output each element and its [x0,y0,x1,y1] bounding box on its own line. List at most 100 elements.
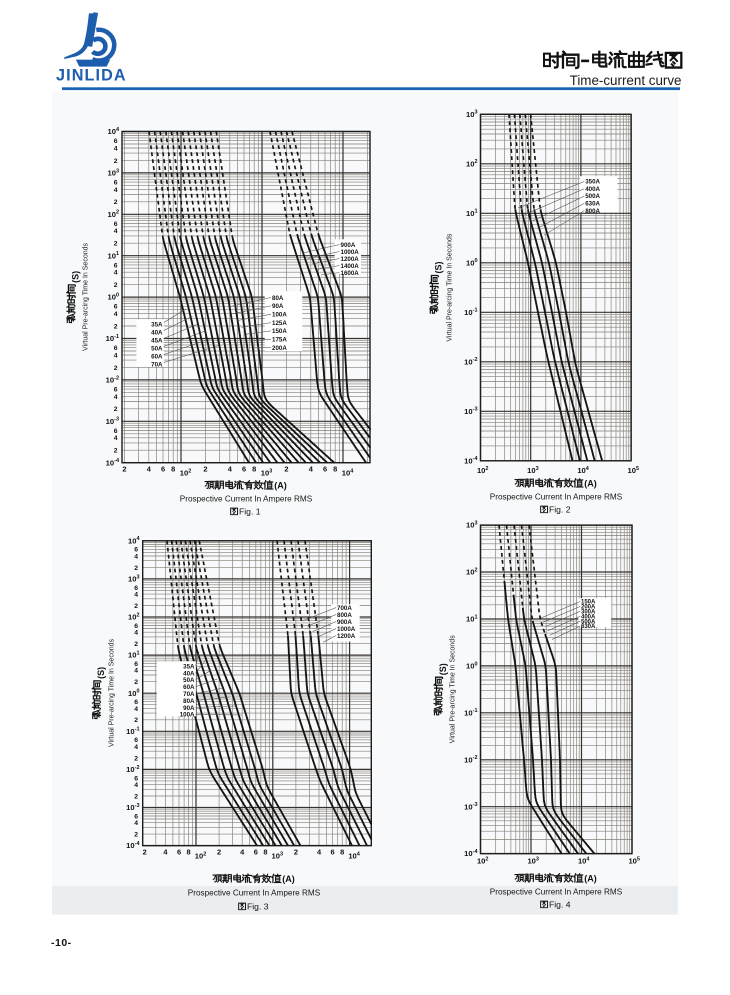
svg-text:2: 2 [114,199,118,206]
svg-text:4: 4 [114,187,118,194]
svg-text:800A: 800A [337,612,352,619]
svg-text:6: 6 [114,387,118,394]
svg-text:Virtual Pre-arcing Time In Sec: Virtual Pre-arcing Time In Seconds [447,233,454,342]
svg-text:40A: 40A [151,330,163,337]
svg-text:4: 4 [114,270,118,277]
svg-text:Fig. 1: Fig. 1 [239,507,261,517]
svg-text:60A: 60A [151,354,163,361]
svg-text:Virtual Pre-arcing Time In Sec: Virtual Pre-arcing Time In Seconds [83,242,90,351]
svg-text:900A: 900A [337,619,352,626]
svg-text:8: 8 [340,848,344,857]
svg-text:350A: 350A [585,179,600,186]
svg-text:4: 4 [114,145,118,152]
svg-text:2: 2 [134,755,138,762]
svg-text:2: 2 [114,323,118,330]
svg-text:8: 8 [252,465,256,474]
svg-text:2: 2 [114,282,118,289]
svg-text:4: 4 [134,820,138,827]
svg-text:2: 2 [114,406,118,413]
svg-text:8: 8 [187,848,191,857]
svg-text:4: 4 [114,394,118,401]
svg-text:2: 2 [143,848,147,857]
svg-text:2: 2 [134,679,138,686]
svg-text:1400A: 1400A [341,263,360,270]
svg-text:Fig. 2: Fig. 2 [549,505,571,515]
svg-text:Fig. 3: Fig. 3 [247,902,269,912]
svg-text:45A: 45A [151,338,163,345]
svg-text:4: 4 [134,668,138,675]
svg-text:Prospective Current In Ampere: Prospective Current In Ampere RMS [490,493,623,502]
svg-text:6: 6 [114,304,118,311]
svg-text:-10-: -10- [51,937,72,949]
svg-text:2: 2 [284,465,288,474]
svg-text:2: 2 [134,603,138,610]
svg-text:Prospective Current In Ampere: Prospective Current In Ampere RMS [180,495,313,504]
svg-text:2: 2 [134,793,138,800]
svg-text:4: 4 [134,592,138,599]
svg-text:150A: 150A [272,328,287,335]
svg-text:4: 4 [114,435,118,442]
svg-text:2: 2 [134,641,138,648]
svg-text:70A: 70A [151,362,163,369]
svg-text:Virtual Pre-arcing Time In Sec: Virtual Pre-arcing Time In Seconds [450,635,457,744]
svg-text:900A: 900A [341,242,356,249]
svg-text:4: 4 [114,352,118,359]
svg-text:1200A: 1200A [337,633,356,640]
svg-text:8: 8 [333,465,337,474]
svg-text:4: 4 [134,706,138,713]
svg-text:8: 8 [171,465,175,474]
svg-text:6: 6 [161,465,165,474]
svg-text:4: 4 [114,311,118,318]
svg-text:90A: 90A [272,303,284,310]
svg-text:6: 6 [177,848,181,857]
svg-text:6: 6 [114,138,118,145]
svg-text:6: 6 [254,848,258,857]
svg-text:2: 2 [114,241,118,248]
svg-text:2: 2 [134,565,138,572]
svg-text:4: 4 [134,630,138,637]
svg-text:6: 6 [114,345,118,352]
svg-text:(S): (S) [71,271,81,283]
svg-text:(A): (A) [584,874,597,884]
svg-text:JINLIDA: JINLIDA [56,66,127,84]
svg-text:1000A: 1000A [341,249,360,256]
svg-text:700A: 700A [337,605,352,612]
svg-text:2: 2 [122,465,126,474]
svg-text:6: 6 [331,848,335,857]
svg-text:800A: 800A [585,208,600,215]
svg-text:6: 6 [323,465,327,474]
svg-text:2: 2 [114,365,118,372]
svg-text:6: 6 [242,465,246,474]
svg-text:Prospective Current In Ampere: Prospective Current In Ampere RMS [188,889,321,898]
svg-text:(A): (A) [282,874,295,884]
svg-text:500A: 500A [585,193,600,200]
svg-text:200A: 200A [272,345,287,352]
svg-text:50A: 50A [151,346,163,353]
svg-text:125A: 125A [272,320,287,327]
svg-text:Virtual Pre-arcing Time In Sec: Virtual Pre-arcing Time In Seconds [109,638,116,747]
svg-text:(S): (S) [438,663,448,675]
svg-text:2: 2 [134,717,138,724]
svg-text:400A: 400A [585,186,600,193]
svg-text:6: 6 [114,428,118,435]
svg-text:Time-current curve: Time-current curve [570,73,682,88]
svg-text:6: 6 [114,221,118,228]
svg-text:100A: 100A [180,712,195,719]
svg-text:2: 2 [114,448,118,455]
svg-text:4: 4 [134,782,138,789]
svg-text:2: 2 [203,465,207,474]
svg-text:4: 4 [134,744,138,751]
svg-text:35A: 35A [151,322,163,329]
svg-text:8: 8 [263,848,267,857]
svg-text:4: 4 [134,553,138,560]
svg-text:Fig. 4: Fig. 4 [549,900,571,910]
svg-text:(A): (A) [274,481,287,491]
svg-text:2: 2 [294,848,298,857]
svg-text:4: 4 [114,228,118,235]
svg-text:1600A: 1600A [341,270,360,277]
svg-text:100A: 100A [272,312,287,319]
svg-text:(S): (S) [434,262,444,274]
svg-text:2: 2 [217,848,221,857]
svg-text:630A: 630A [585,201,600,208]
svg-text:1200A: 1200A [341,256,360,263]
